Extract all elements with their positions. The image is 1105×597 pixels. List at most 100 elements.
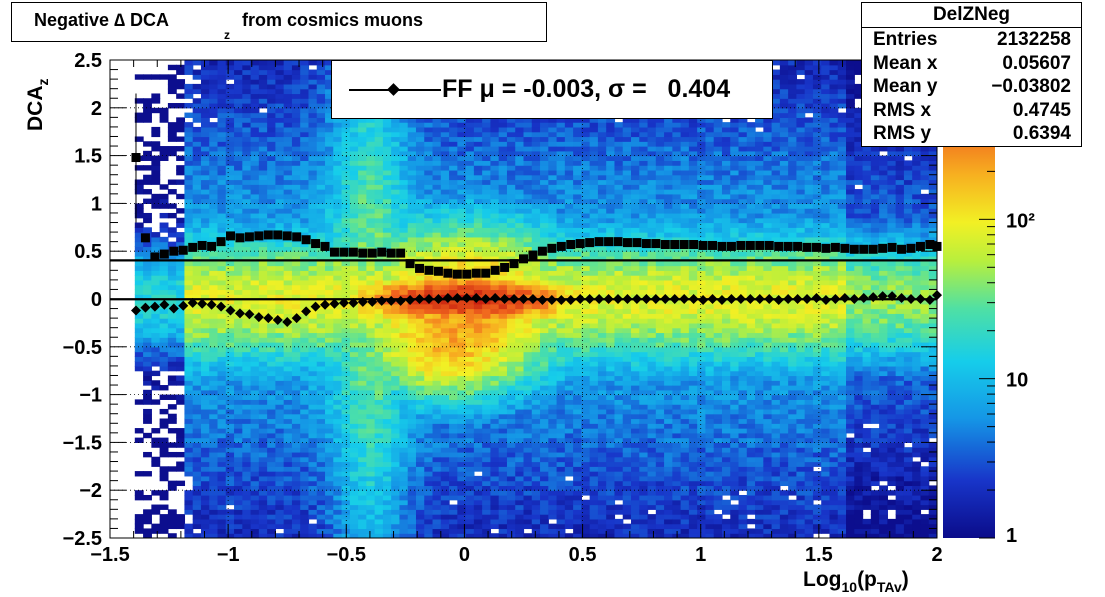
heatmap-cell [540,150,549,157]
heatmap-cell [482,193,492,200]
heatmap-cell [341,236,351,243]
heatmap-cell [424,423,434,429]
heatmap-cell [382,480,392,487]
heatmap-cell [407,461,417,467]
heatmap-cell [250,212,260,219]
heatmap-cell [167,327,177,334]
heatmap-cell [548,404,558,410]
heatmap-cell [192,279,202,286]
heatmap-cell [333,212,343,219]
heatmap-cell [374,351,384,357]
heatmap-cell [415,241,425,248]
heatmap-cell [217,471,227,477]
heatmap-cell [399,456,409,463]
heatmap-cell [523,447,533,453]
heatmap-cell [184,451,194,458]
heatmap-cell [391,432,401,439]
heatmap-cell [415,337,425,343]
heatmap-cell [540,471,549,477]
heatmap-cell [424,217,434,224]
heatmap-cell [242,275,252,281]
heatmap-cell [242,79,252,85]
heatmap-cell [200,428,210,434]
heatmap-cell [391,289,401,295]
heatmap-cell [482,212,492,219]
heatmap-cell [184,370,194,377]
heatmap-cell [531,461,541,467]
heatmap-cell [143,346,152,353]
heatmap-cell [258,303,268,310]
heatmap-cell [407,270,417,276]
heatmap-cell [267,189,276,195]
heatmap-cell [275,533,285,538]
heatmap-cell [349,236,359,243]
heatmap-cell [473,308,483,314]
heatmap-cell [482,303,492,310]
heatmap-cell [316,64,326,71]
heatmap-cell [308,193,318,200]
heatmap-cell [308,423,318,429]
heatmap-cell [333,265,343,271]
heatmap-cell [159,184,169,190]
heatmap-cell [523,275,533,281]
heatmap-cell [415,346,425,353]
heatmap-cell [333,318,343,324]
heatmap-cell [523,504,533,510]
heatmap-cell [515,442,525,448]
heatmap-cell [267,193,276,200]
heatmap-cell [515,375,525,381]
heatmap-cell [531,418,541,424]
heatmap-cell [457,404,467,410]
heatmap-cell [465,165,475,171]
heatmap-cell [531,332,541,338]
heatmap-cell [234,428,243,434]
heatmap-cell [515,327,525,334]
heatmap-cell [267,246,276,252]
heatmap-cell [482,365,492,372]
heatmap-cell [176,255,186,262]
heatmap-cell [258,466,268,472]
heatmap-cell [515,136,525,142]
heatmap-cell [250,346,260,353]
heatmap-cell [143,518,152,525]
heatmap-cell [498,255,508,262]
heatmap-cell [258,279,268,286]
heatmap-cell [159,279,169,286]
heatmap-cell [374,342,384,348]
heatmap-cell [465,413,475,420]
heatmap-cell [258,447,268,453]
heatmap-cell [209,385,219,391]
heatmap-cell [316,437,326,443]
heatmap-cell [291,198,301,204]
heatmap-cell [267,447,276,453]
heatmap-cell [217,83,227,90]
heatmap-cell [200,294,210,300]
heatmap-cell [515,365,525,372]
heatmap-cell [473,432,483,439]
heatmap-cell [366,265,376,271]
heatmap-cell [498,528,508,534]
heatmap-cell [399,423,409,429]
heatmap-cell [415,279,425,286]
heatmap-cell [465,184,475,190]
heatmap-cell [349,198,359,204]
heatmap-cell [234,289,243,295]
heatmap-cell [283,193,293,200]
heatmap-cell [267,217,276,224]
heatmap-cell [300,461,310,467]
heatmap-cell [366,155,376,161]
heatmap-cell [432,275,442,281]
heatmap-cell [349,456,359,463]
heatmap-cell [556,308,566,314]
heatmap-cell [167,428,177,434]
heatmap-cell [366,117,376,123]
heatmap-cell [399,227,409,233]
heatmap-cell [283,212,293,219]
heatmap-cell [250,117,260,123]
heatmap-cell [349,289,359,295]
heatmap-cell [515,447,525,453]
heatmap-cell [225,418,235,424]
heatmap-cell [548,193,558,200]
heatmap-cell [415,136,425,142]
heatmap-cell [143,356,152,362]
